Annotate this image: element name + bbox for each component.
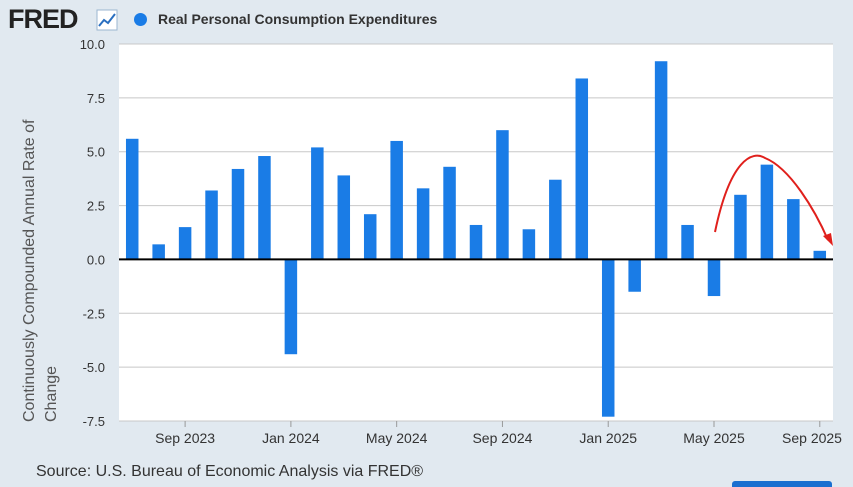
bar-jun-2024[interactable] <box>416 188 430 260</box>
bar-sep-2023[interactable] <box>178 227 192 260</box>
bar-dec-2023[interactable] <box>258 156 271 260</box>
bar-may-2025[interactable] <box>707 259 721 297</box>
bar-aug-2023[interactable] <box>152 244 165 260</box>
bar-aug-2024[interactable] <box>469 224 483 260</box>
line-chart-icon <box>96 9 118 31</box>
bar-sep-2025[interactable] <box>813 250 827 260</box>
y-axis-label-line1: Continuously Compounded Annual Rate of <box>21 119 38 422</box>
chart-header: FRED Real Personal Consumption Expenditu… <box>0 0 853 40</box>
y-tick-label: 0.0 <box>87 252 105 267</box>
bar-mar-2025[interactable] <box>654 61 668 260</box>
bars <box>125 61 827 417</box>
bar-oct-2024[interactable] <box>522 229 536 260</box>
legend-marker <box>134 13 147 26</box>
x-tick-label: Jan 2024 <box>262 430 320 446</box>
bar-aug-2025[interactable] <box>787 199 800 260</box>
bar-jan-2024[interactable] <box>284 259 298 355</box>
x-tick-label: Jan 2025 <box>579 430 637 446</box>
x-axis-ticks: Sep 2023 Jan 2024 May 2024 Sep 2024 Jan 2025… <box>155 421 842 446</box>
fred-logo[interactable]: FRED <box>8 4 78 34</box>
annotation-arrowhead <box>823 233 833 246</box>
bar-nov-2023[interactable] <box>231 168 245 260</box>
y-tick-label: -7.5 <box>83 414 105 429</box>
bar-jun-2025[interactable] <box>734 194 747 260</box>
bar-mar-2024[interactable] <box>337 175 351 260</box>
bar-chart: 10.0 7.5 5.0 2.5 0.0 -2.5 -5.0 -7.5 Sep 2023 Jan… <box>21 37 842 446</box>
y-tick-label: 10.0 <box>80 37 105 52</box>
y-axis-ticks: 10.0 7.5 5.0 2.5 0.0 -2.5 -5.0 -7.5 <box>80 37 105 429</box>
x-tick-label: Sep 2023 <box>155 430 215 446</box>
bar-jul-2023[interactable] <box>125 138 139 260</box>
bar-apr-2025[interactable] <box>681 224 694 260</box>
legend-label: Real Personal Consumption Expenditures <box>158 11 438 27</box>
x-tick-label: May 2025 <box>683 430 745 446</box>
bar-jan-2025[interactable] <box>601 259 615 417</box>
bar-apr-2024[interactable] <box>363 214 377 260</box>
bar-dec-2024[interactable] <box>575 78 589 260</box>
annotation-curve <box>714 154 829 241</box>
y-tick-label: -2.5 <box>83 306 105 321</box>
x-tick-label: Sep 2025 <box>782 430 842 446</box>
bar-oct-2023[interactable] <box>205 190 218 260</box>
trend-annotation-arrow <box>714 154 833 246</box>
y-axis-label-line2: Change <box>43 366 60 422</box>
bar-feb-2025[interactable] <box>628 259 641 292</box>
source-note: Source: U.S. Bureau of Economic Analysis… <box>36 463 424 480</box>
bar-may-2024[interactable] <box>390 140 403 260</box>
x-tick-label: May 2024 <box>366 430 428 446</box>
x-tick-label: Sep 2024 <box>472 430 532 446</box>
bar-feb-2024[interactable] <box>311 147 324 260</box>
bar-jul-2024[interactable] <box>443 166 456 260</box>
y-tick-label: 2.5 <box>87 199 105 214</box>
partial-button[interactable] <box>732 481 832 487</box>
y-tick-label: 7.5 <box>87 91 105 106</box>
bar-nov-2024[interactable] <box>549 179 562 260</box>
bar-jul-2025[interactable] <box>760 164 774 260</box>
y-tick-label: -5.0 <box>83 360 105 375</box>
bar-sep-2024[interactable] <box>496 130 509 260</box>
y-tick-label: 5.0 <box>87 145 105 160</box>
